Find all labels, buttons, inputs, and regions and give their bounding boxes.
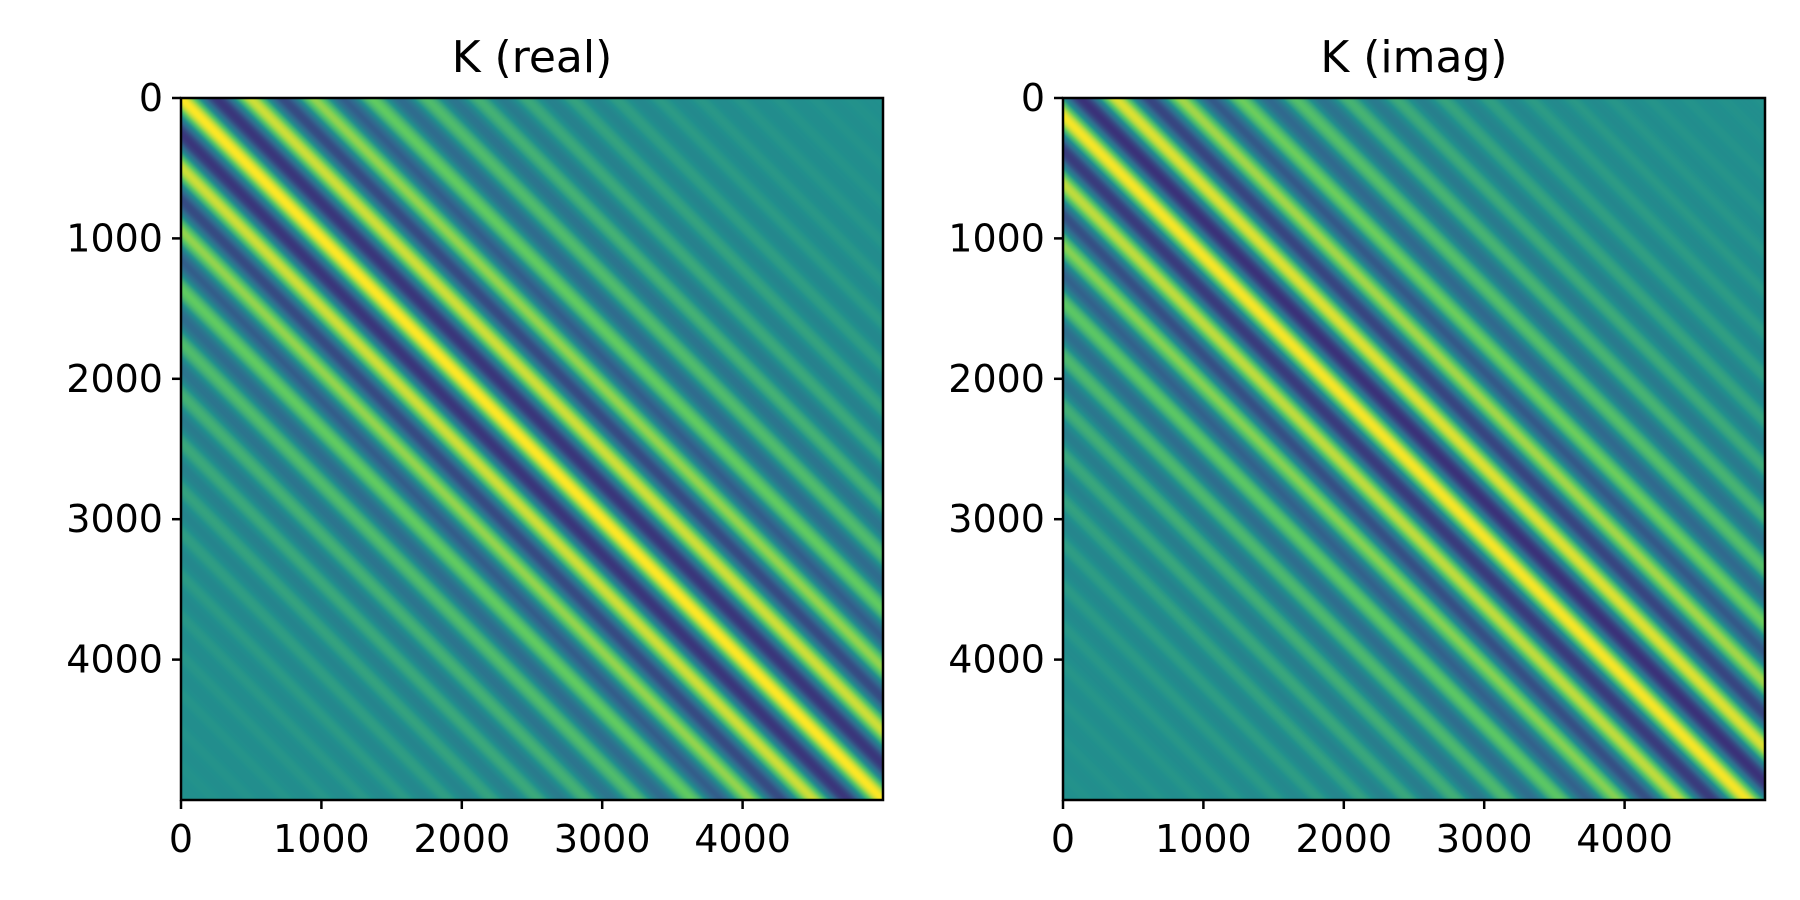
y-tick-label: 4000 [948, 638, 1045, 682]
y-tick-label: 0 [139, 76, 163, 120]
axes-frame-k-real [179, 96, 885, 802]
y-tick-label: 1000 [948, 216, 1045, 260]
x-tick-label: 2000 [413, 817, 510, 861]
x-tick-label: 3000 [554, 817, 651, 861]
x-axis-k-real: 0 1000 2000 3000 4000 [169, 800, 791, 861]
x-tick-label: 1000 [273, 817, 370, 861]
y-tick-label: 2000 [66, 357, 163, 401]
axes-frame-k-imag [1061, 96, 1767, 802]
panel-k-imag: K (imag) 0 1000 2000 3000 4000 0 1000 2000 3000… [948, 32, 1767, 861]
panel-k-real: K (real) 0 1000 2000 3000 4000 0 1000 2000 3000… [66, 32, 885, 861]
y-tick-label: 3000 [66, 497, 163, 541]
x-tick-label: 4000 [1576, 817, 1673, 861]
heatmap-k-imag [1063, 98, 1765, 800]
x-tick-label: 3000 [1436, 817, 1533, 861]
heatmap-band [1063, 98, 1765, 800]
heatmap-band [181, 98, 883, 800]
title-k-real: K (real) [452, 32, 613, 83]
x-tick-label: 2000 [1295, 817, 1392, 861]
x-tick-label: 4000 [694, 817, 791, 861]
x-axis-k-imag: 0 1000 2000 3000 4000 [1051, 800, 1673, 861]
y-tick-label: 0 [1021, 76, 1045, 120]
heatmap-k-real [181, 98, 883, 800]
y-tick-label: 1000 [66, 216, 163, 260]
y-tick-label: 4000 [66, 638, 163, 682]
x-tick-label: 0 [169, 817, 193, 861]
title-k-imag: K (imag) [1320, 32, 1507, 83]
y-tick-label: 2000 [948, 357, 1045, 401]
x-tick-label: 0 [1051, 817, 1075, 861]
y-axis-k-imag: 0 1000 2000 3000 4000 [948, 76, 1063, 682]
y-tick-label: 3000 [948, 497, 1045, 541]
x-tick-label: 1000 [1155, 817, 1252, 861]
y-axis-k-real: 0 1000 2000 3000 4000 [66, 76, 181, 682]
